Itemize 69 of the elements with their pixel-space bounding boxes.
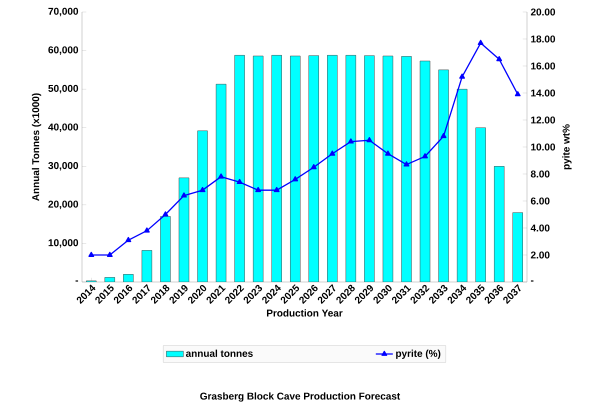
point	[440, 132, 446, 138]
y2-tick-label: 12.00	[531, 116, 556, 124]
y2-tick-label: 6.00	[530, 197, 550, 205]
point	[329, 150, 336, 156]
bar	[382, 56, 394, 282]
y-tick-label: 40,000	[48, 123, 78, 132]
point	[348, 138, 354, 144]
bar	[475, 127, 486, 282]
y2-axis-title: pyite wt%	[562, 124, 572, 170]
bar	[494, 166, 504, 282]
bar	[252, 56, 264, 282]
y2-tick-label: 10.00	[531, 143, 556, 151]
point	[162, 211, 168, 216]
point	[200, 186, 206, 192]
text: Grasberg Block Cave Production Forecast	[200, 392, 400, 402]
bar	[142, 250, 152, 282]
bar	[401, 56, 412, 282]
point	[404, 161, 410, 166]
legend-label: annual tonnes	[186, 350, 253, 357]
legend-label: pyrite (%)	[396, 350, 440, 359]
y2-tick-label: 18.00	[531, 35, 556, 43]
point	[459, 74, 465, 79]
bar	[271, 54, 282, 282]
bar	[456, 88, 468, 282]
y2-tick-label: 14.00	[531, 89, 556, 97]
bar	[327, 54, 338, 282]
bar	[346, 54, 356, 282]
y-tick-label: 50,000	[48, 84, 78, 94]
point	[125, 236, 132, 242]
y-tick-label: 10,000	[48, 239, 78, 248]
point	[106, 252, 113, 257]
bar	[308, 55, 320, 282]
point	[255, 186, 262, 192]
y-tick-label: 20,000	[48, 200, 78, 210]
point	[274, 186, 280, 192]
bar	[364, 55, 375, 282]
point	[218, 173, 224, 179]
point	[310, 164, 317, 170]
bar	[197, 130, 208, 282]
bar	[234, 54, 245, 282]
point	[496, 56, 502, 62]
point	[385, 150, 391, 156]
y2-tick-label: -	[530, 280, 534, 282]
y-axis-title: Annual Tonnes (x1000)	[32, 93, 42, 201]
point	[88, 252, 94, 257]
bar	[512, 212, 523, 282]
y-tick-label: 70,000	[48, 8, 78, 16]
point	[366, 137, 372, 142]
y-tick-label: 60,000	[48, 46, 78, 55]
point	[181, 192, 187, 198]
point	[514, 91, 521, 96]
y2-tick-label: 2.00	[530, 251, 550, 259]
y2-tick-label: 8.00	[530, 170, 550, 178]
bar	[420, 60, 430, 282]
point	[236, 178, 242, 184]
y-tick-label: -	[76, 280, 78, 282]
point	[292, 176, 298, 182]
x-axis-title: Production Year	[266, 309, 343, 317]
bar	[216, 84, 226, 282]
point	[422, 153, 428, 158]
point	[144, 227, 150, 233]
y-tick-label: 30,000	[48, 162, 78, 171]
point	[478, 40, 484, 45]
y2-tick-label: 4.00	[530, 224, 550, 232]
y2-tick-label: 16.00	[531, 62, 556, 70]
bar	[438, 70, 449, 282]
y2-tick-label: 20.00	[530, 8, 556, 16]
bar	[178, 178, 190, 282]
bar	[290, 56, 300, 282]
